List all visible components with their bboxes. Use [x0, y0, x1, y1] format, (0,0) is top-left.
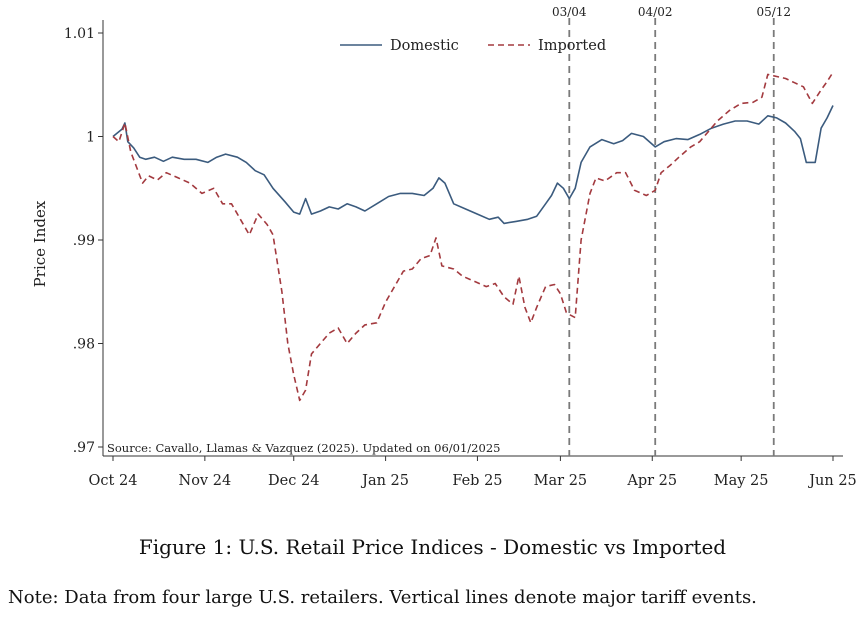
y-tick-label: 1.01	[64, 26, 95, 42]
legend-label-imported: Imported	[538, 38, 606, 54]
series-line-imported	[112, 71, 834, 402]
series-group	[112, 71, 834, 402]
event-label: 04/02	[638, 5, 673, 19]
y-tick-label: .99	[73, 233, 95, 249]
x-tick-label: Feb 25	[452, 473, 502, 489]
event-lines-group: 03/04 04/02 05/12	[552, 5, 791, 456]
event-label: 05/12	[756, 5, 791, 19]
event-label: 03/04	[552, 5, 587, 19]
x-tick-label: May 25	[714, 473, 769, 489]
x-tick-label: Jun 25	[807, 473, 857, 489]
figure-caption-title: Figure 1: U.S. Retail Price Indices - Do…	[138, 535, 727, 559]
x-tick-label: Oct 24	[89, 473, 138, 489]
y-tick-label: .97	[73, 440, 95, 456]
y-tick-label: 1	[86, 130, 95, 146]
x-tick-label: Dec 24	[268, 473, 319, 489]
axes-group: .97 .98 .99 1 1.01 Oct 24 Nov 24 Dec 24 Jan 25 Fe…	[64, 20, 857, 489]
price-index-chart: .97 .98 .99 1 1.01 Oct 24 Nov 24 Dec 24 Jan 25 Fe…	[31, 5, 857, 489]
x-tick-label: Jan 25	[360, 473, 409, 489]
source-note: Source: Cavallo, Llamas & Vazquez (2025)…	[107, 441, 500, 455]
figure-caption-note: Note: Data from four large U.S. retailer…	[8, 587, 757, 608]
legend-label-domestic: Domestic	[390, 38, 459, 54]
x-tick-label: Apr 25	[626, 473, 677, 489]
series-line-domestic	[112, 105, 834, 225]
x-tick-label: Mar 25	[534, 473, 587, 489]
y-axis-label: Price Index	[31, 200, 49, 287]
x-tick-label: Nov 24	[179, 473, 232, 489]
legend: Domestic Imported	[340, 38, 606, 54]
y-tick-label: .98	[73, 337, 95, 353]
